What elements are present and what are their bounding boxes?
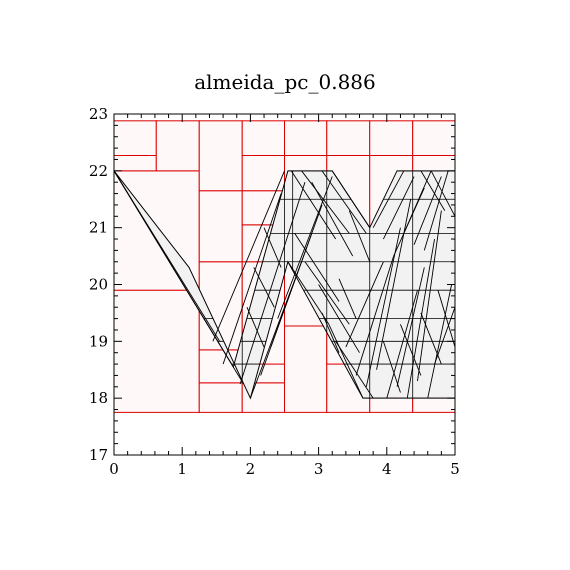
y-tick-label: 21 <box>89 219 108 237</box>
trajectory-segment <box>423 170 449 251</box>
partition-cell <box>113 154 157 172</box>
trajectory-segment <box>345 261 384 348</box>
partition-cell <box>412 120 456 156</box>
trajectory-segment <box>437 290 456 348</box>
partition-cell <box>369 120 414 156</box>
trajectory-segment <box>372 170 405 228</box>
y-tick-label: 20 <box>89 276 108 294</box>
y-tick-label: 19 <box>89 332 108 350</box>
trajectory-segment <box>321 312 340 353</box>
trajectory-segment <box>328 324 364 399</box>
trajectory-segment <box>294 233 340 302</box>
trajectory-segment <box>290 170 337 240</box>
partition-cell <box>198 382 243 413</box>
x-tick-label: 0 <box>109 460 119 478</box>
trajectory-segment <box>382 176 415 240</box>
trajectory-segment <box>420 170 446 211</box>
partition-cell <box>241 154 286 192</box>
trajectory-segment <box>277 176 333 319</box>
trajectory-segment <box>318 284 360 353</box>
trajectory-segment <box>355 255 395 376</box>
trajectory-segment <box>113 170 244 385</box>
trajectory-segment <box>263 227 282 268</box>
trajectory-segment <box>304 261 350 325</box>
trajectory-segment <box>335 341 374 399</box>
partition-cell <box>155 120 200 172</box>
partition-cell <box>241 120 286 156</box>
x-tick-label: 2 <box>246 460 256 478</box>
partition-cell <box>326 120 371 156</box>
x-tick-label: 1 <box>177 460 187 478</box>
trajectory-segment <box>239 182 306 385</box>
x-tick-label: 4 <box>382 460 392 478</box>
partition-cell <box>113 289 200 413</box>
trajectory-segment <box>222 193 282 365</box>
trajectory-segment <box>246 307 265 348</box>
trajectory-segment <box>311 181 354 257</box>
trajectory-segment <box>321 170 367 234</box>
trajectory-segment <box>420 312 442 365</box>
trajectory-segment <box>338 278 357 319</box>
partition-cell <box>198 120 243 192</box>
trajectory-segment <box>382 341 401 393</box>
trajectory-segment <box>348 210 371 262</box>
y-tick-label: 17 <box>89 446 108 464</box>
partition-cell <box>113 120 157 156</box>
trajectory-layer <box>113 170 456 400</box>
x-tick-label: 3 <box>314 460 324 478</box>
trajectory-segment <box>403 170 432 234</box>
trajectory-segment <box>413 176 442 245</box>
chart-title: almeida_pc_0.886 <box>194 70 376 94</box>
trajectory-segment <box>406 238 435 399</box>
trajectory-segment <box>427 284 453 399</box>
trajectory-segment <box>331 170 371 228</box>
y-tick-label: 23 <box>89 105 108 123</box>
partition-cell <box>198 190 243 263</box>
trajectory-segment <box>376 199 412 370</box>
trajectory-segment <box>270 204 323 348</box>
partition-cell <box>284 325 328 413</box>
trajectory-segment <box>386 290 418 399</box>
y-tick-label: 22 <box>89 162 108 180</box>
partition-cell <box>284 120 328 156</box>
trajectory-segment <box>430 170 456 217</box>
y-tick-label: 18 <box>89 389 108 407</box>
trajectory-segment <box>212 170 285 342</box>
trajectory-segment <box>301 170 350 234</box>
trajectory-segment <box>417 210 442 382</box>
trajectory-segment <box>400 324 422 376</box>
trajectory-segment <box>396 267 425 387</box>
trajectory-segment <box>253 267 275 308</box>
x-tick-label: 5 <box>450 460 460 478</box>
